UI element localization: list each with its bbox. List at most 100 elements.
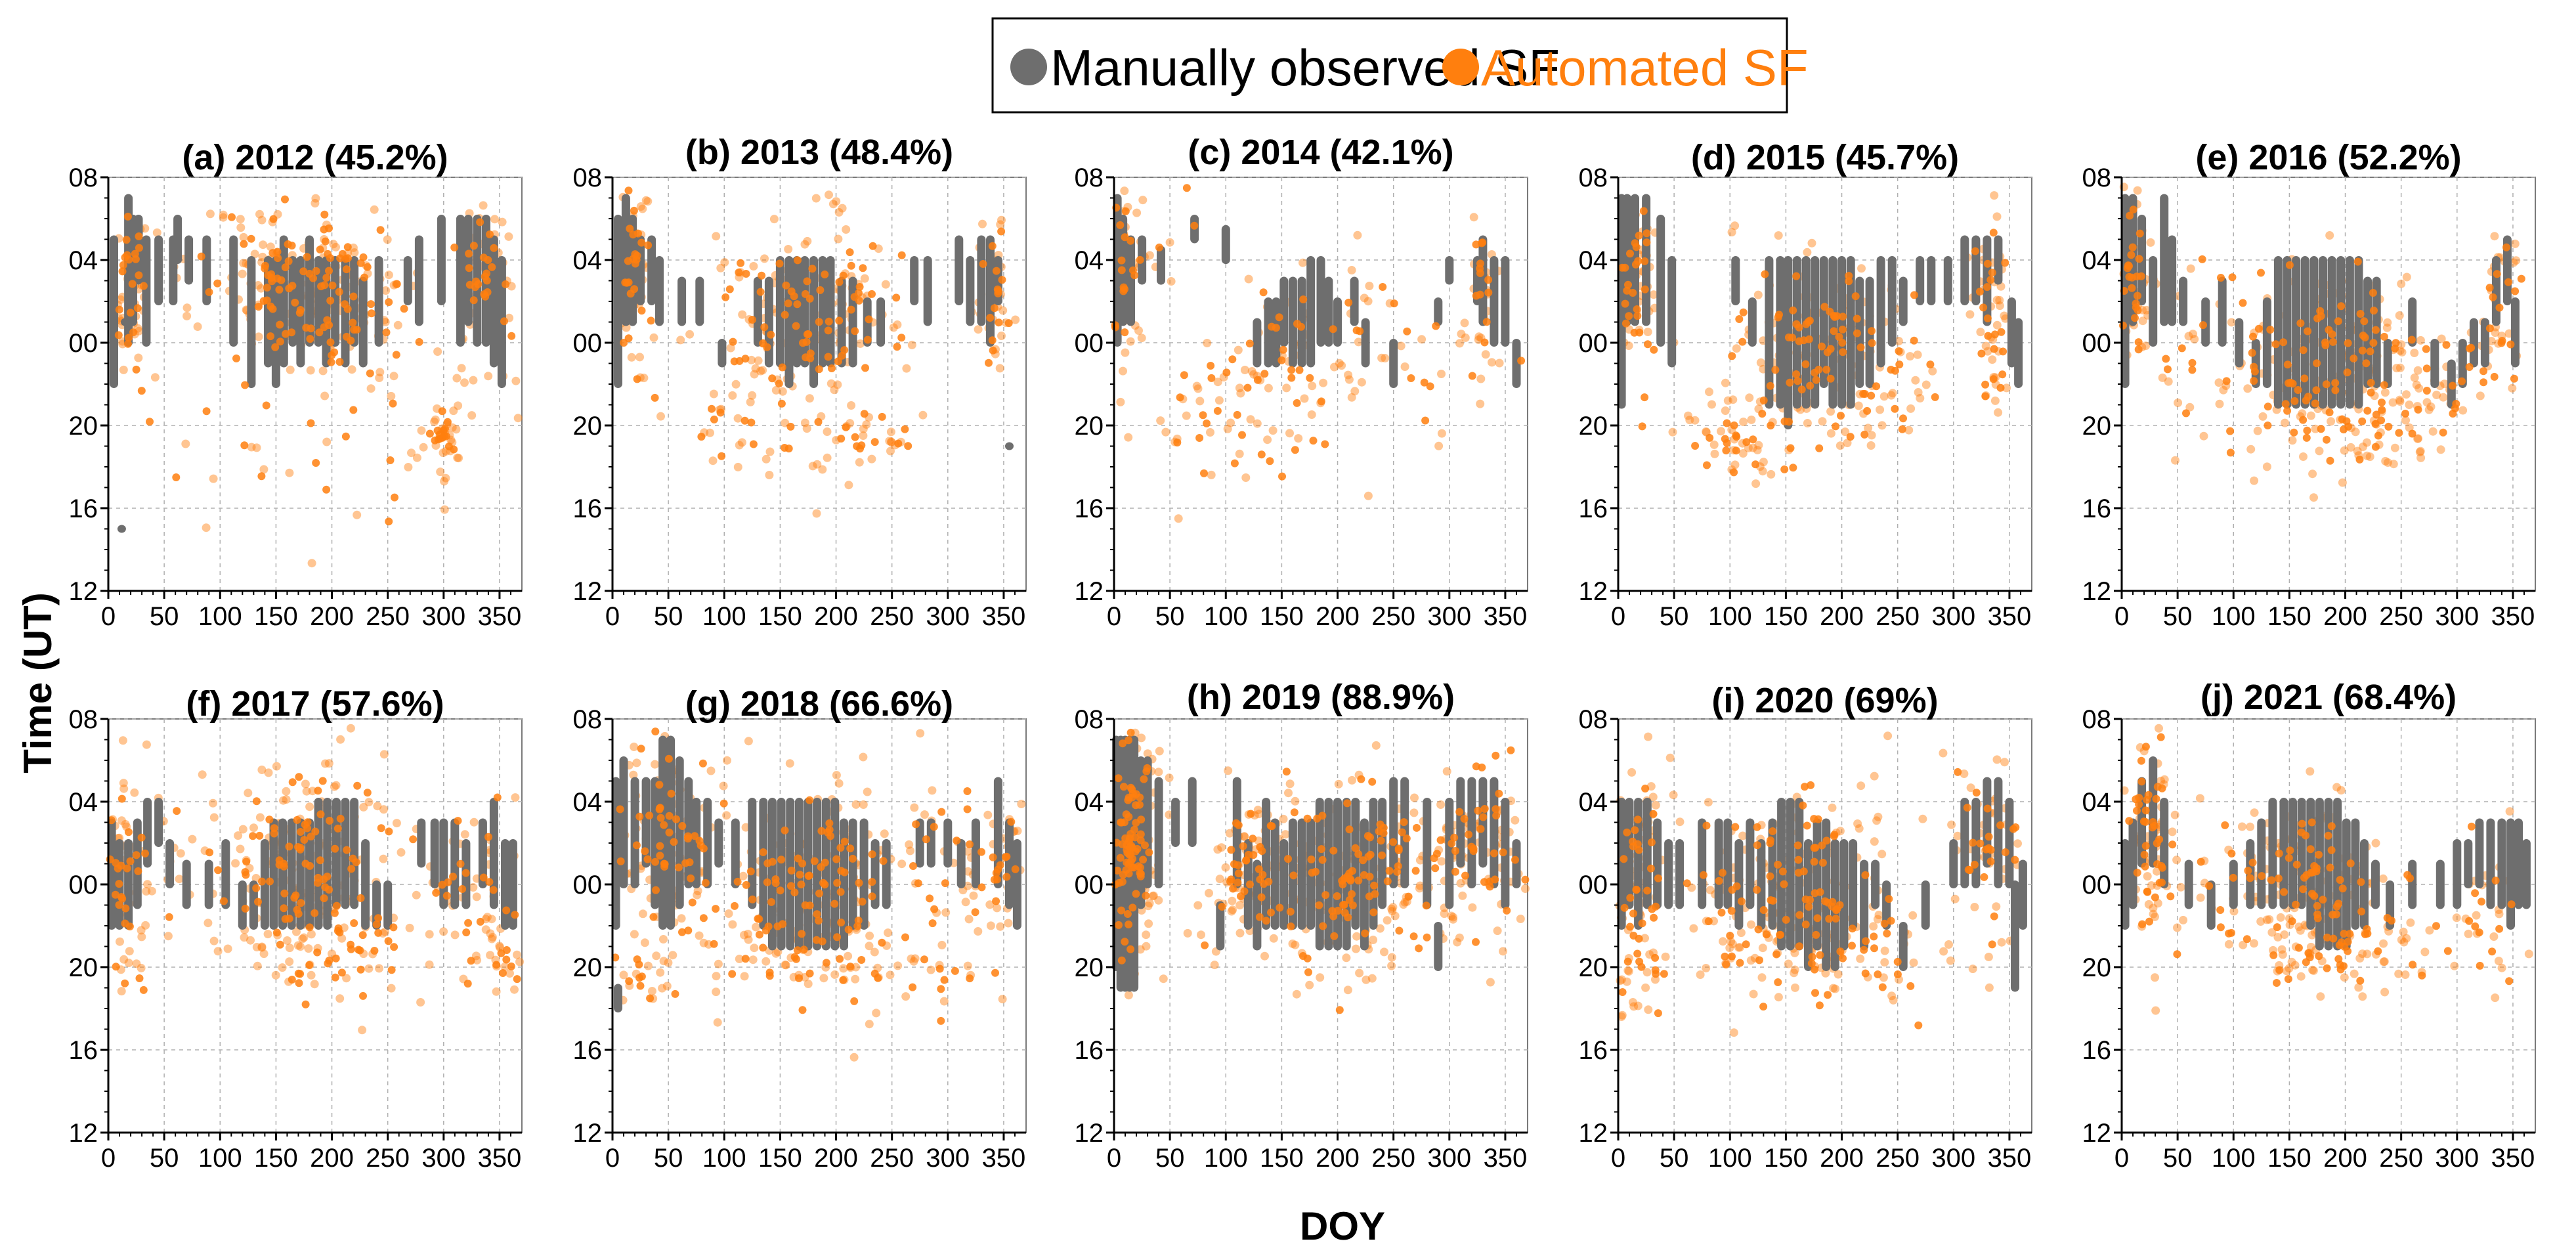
automated-point xyxy=(1759,1003,1768,1011)
automated-point xyxy=(1873,915,1882,924)
automated-point xyxy=(1986,846,1995,854)
automated-point xyxy=(267,332,274,341)
automated-point xyxy=(1247,367,1256,376)
automated-point xyxy=(1811,889,1819,898)
automated-point xyxy=(1511,856,1519,864)
automated-point xyxy=(281,263,290,272)
automated-point xyxy=(1769,827,1777,835)
automated-point xyxy=(392,819,401,828)
manual-observation xyxy=(269,818,278,930)
automated-point xyxy=(1253,376,1262,384)
automated-point xyxy=(1633,305,1641,313)
automated-point xyxy=(1394,844,1403,853)
automated-point xyxy=(1863,406,1872,415)
automated-point xyxy=(1818,417,1827,426)
automated-point xyxy=(412,453,421,462)
automated-point xyxy=(733,414,742,423)
automated-point xyxy=(790,888,799,897)
automated-point xyxy=(182,303,192,313)
automated-point xyxy=(2342,417,2351,425)
automated-point xyxy=(126,857,135,865)
automated-point xyxy=(318,366,328,376)
automated-point xyxy=(995,364,1004,373)
automated-point xyxy=(301,1000,310,1009)
automated-point xyxy=(1218,903,1226,911)
manual-observation xyxy=(1127,235,1135,326)
automated-point xyxy=(1851,292,1860,301)
automated-point xyxy=(116,937,124,946)
automated-point xyxy=(1811,965,1819,974)
automated-point xyxy=(1436,836,1445,844)
automated-point xyxy=(1621,319,1630,328)
automated-point xyxy=(228,213,236,221)
automated-point xyxy=(288,778,297,787)
automated-point xyxy=(1893,970,1902,978)
y-tick-label: 12 xyxy=(1579,577,1608,606)
automated-point xyxy=(997,227,1006,236)
automated-point xyxy=(1195,434,1204,442)
automated-point xyxy=(1334,779,1343,789)
automated-point xyxy=(2353,257,2362,266)
automated-point xyxy=(699,914,708,922)
automated-point xyxy=(367,300,375,309)
automated-point xyxy=(1789,306,1797,314)
automated-point xyxy=(2487,337,2496,345)
automated-point xyxy=(907,954,916,963)
automated-point xyxy=(264,271,272,280)
automated-point xyxy=(1954,768,1962,776)
automated-point xyxy=(303,253,311,261)
automated-point xyxy=(249,823,258,833)
automated-point xyxy=(994,289,1002,297)
automated-point xyxy=(1946,956,1955,965)
automated-point xyxy=(1221,863,1230,872)
automated-point xyxy=(633,375,641,383)
automated-point xyxy=(819,974,828,983)
automated-point xyxy=(1350,387,1360,396)
automated-point xyxy=(119,784,129,793)
automated-point xyxy=(2337,302,2346,311)
automated-point xyxy=(969,891,978,900)
automated-point xyxy=(1759,396,1768,404)
legend: Manually observed SF Automated SF xyxy=(991,17,1809,114)
manual-observation xyxy=(1994,777,2003,888)
automated-point xyxy=(238,269,247,278)
manual-observation xyxy=(305,235,314,347)
automated-point xyxy=(643,197,653,206)
automated-point xyxy=(236,844,245,854)
x-tick-label: 250 xyxy=(366,602,410,631)
automated-point xyxy=(1203,339,1212,347)
automated-point xyxy=(1823,348,1832,357)
automated-point xyxy=(366,369,374,378)
automated-point xyxy=(137,932,146,942)
automated-point xyxy=(275,286,284,294)
x-tick-label: 250 xyxy=(1371,1144,1415,1173)
automated-point xyxy=(332,242,340,251)
automated-point xyxy=(860,274,869,283)
automated-point xyxy=(953,836,961,845)
manual-observation xyxy=(249,880,258,930)
automated-point xyxy=(897,334,906,342)
automated-point xyxy=(758,271,766,280)
automated-point xyxy=(865,931,874,940)
automated-point xyxy=(454,817,462,825)
automated-point xyxy=(440,477,449,486)
automated-point xyxy=(659,957,668,966)
automated-point xyxy=(849,1052,859,1062)
automated-point xyxy=(439,448,448,458)
automated-point xyxy=(1984,332,1992,340)
x-tick-label: 100 xyxy=(1708,1144,1752,1173)
automated-point xyxy=(1234,869,1243,878)
automated-point xyxy=(181,439,190,448)
manual-observation xyxy=(1949,839,1958,888)
automated-point xyxy=(2413,366,2422,375)
manual-observation xyxy=(1445,256,1454,285)
automated-point xyxy=(801,290,809,298)
automated-point xyxy=(2168,827,2177,836)
automated-point xyxy=(1665,753,1675,762)
automated-point xyxy=(2510,239,2520,248)
automated-point xyxy=(343,243,352,251)
automated-point xyxy=(837,435,846,443)
